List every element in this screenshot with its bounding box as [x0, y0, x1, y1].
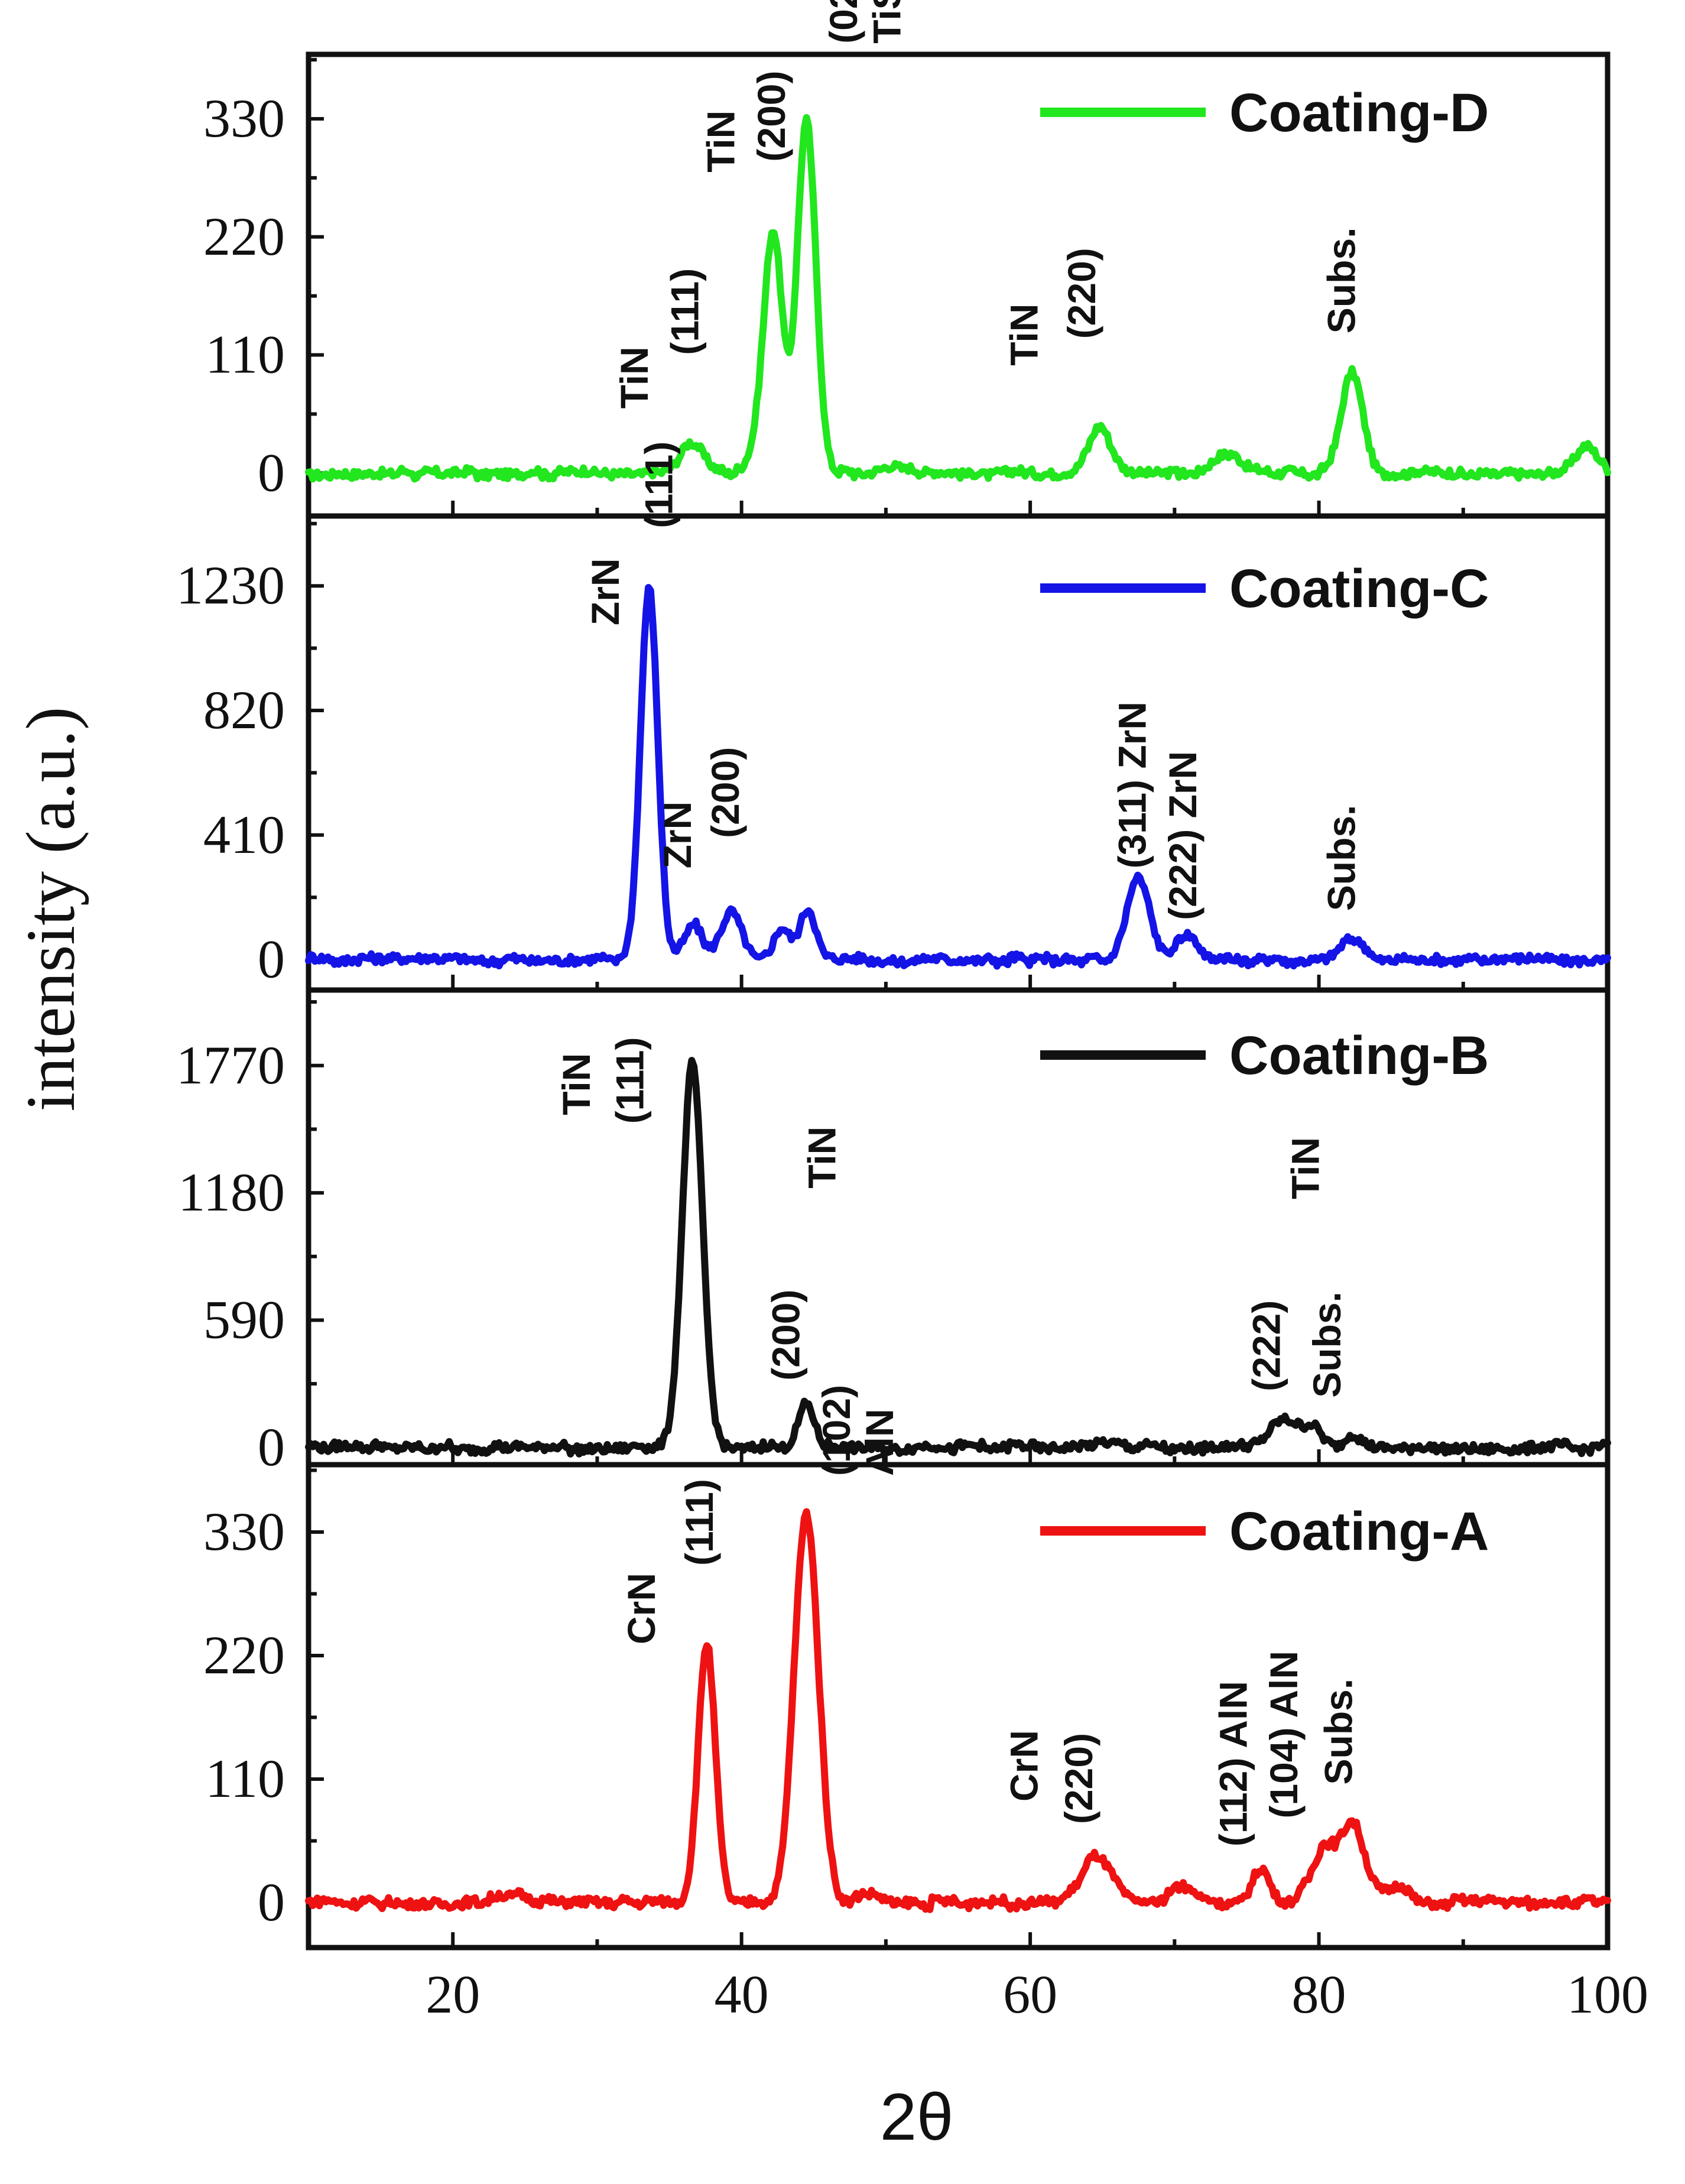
- peak-annotation: (104) AlN: [1262, 1651, 1306, 1819]
- y-tick-label: 0: [258, 442, 285, 502]
- peak-annotation: (111): [663, 268, 706, 355]
- legend-label: Coating-A: [1229, 1501, 1489, 1562]
- y-tick-label: 330: [203, 1501, 285, 1562]
- peak-annotation: TiN: [612, 346, 656, 408]
- peak-annotation: ZrN: [655, 801, 699, 869]
- legend-label: Coating-D: [1229, 83, 1489, 143]
- x-tick-label: 60: [1003, 1964, 1057, 2024]
- peak-annotation: Subs.: [1320, 805, 1363, 911]
- peak-annotation: (112) AlN: [1211, 1681, 1255, 1846]
- legend-label: Coating-B: [1229, 1026, 1489, 1086]
- peak-annotation: (220): [1060, 248, 1103, 339]
- peak-annotation: (111): [608, 1037, 652, 1124]
- peak-annotation: TiN: [699, 111, 743, 173]
- peak-annotation: (200): [703, 747, 747, 838]
- y-tick-label: 1180: [178, 1162, 285, 1222]
- y-tick-label: 330: [203, 88, 285, 148]
- peak-annotation: (222) ZrN: [1161, 751, 1205, 920]
- x-tick-label: 40: [715, 1964, 769, 2024]
- x-axis: 20 40 60 80 100: [426, 1964, 1648, 2024]
- y-tick-label: 410: [203, 804, 285, 865]
- peak-annotation: (222): [1245, 1300, 1288, 1391]
- peak-annotation: Subs.: [1317, 1679, 1361, 1785]
- peak-annotation: (022): [822, 0, 865, 44]
- peak-annotation: (200): [764, 1290, 807, 1381]
- series-line-coating-a: [305, 1508, 1611, 1913]
- y-tick-label: 1230: [176, 555, 285, 615]
- peak-annotation: (102): [814, 1385, 858, 1476]
- peak-annotation: (311) ZrN: [1111, 702, 1154, 868]
- y-tick-label: 820: [203, 680, 285, 740]
- x-tick-label: 100: [1567, 1964, 1648, 2024]
- x-tick-label: 80: [1292, 1964, 1346, 2024]
- peak-annotation: Subs.: [1320, 227, 1363, 333]
- x-axis-title: 2θ: [880, 2080, 954, 2154]
- series-line-coating-b: [305, 1057, 1611, 1458]
- series-line-coating-c: [305, 584, 1611, 970]
- peak-annotation: CrN: [1002, 1730, 1046, 1802]
- legend-label: Coating-C: [1229, 559, 1489, 619]
- y-tick-label: 110: [205, 1748, 285, 1809]
- peak-annotation: Subs.: [1305, 1291, 1349, 1398]
- peak-annotation: ZrN: [583, 558, 627, 625]
- peak-annotation: AlN: [858, 1409, 901, 1476]
- panels-group: 0110220330Coating-DTiN(111)TiN(200)(022)…: [176, 0, 1611, 1951]
- y-tick-label: 0: [258, 1872, 285, 1932]
- peak-annotation: TiN: [1002, 304, 1046, 366]
- peak-annotation: (220): [1057, 1733, 1100, 1824]
- series-line-coating-d: [305, 114, 1611, 483]
- y-axis-title: intensity (a.u.): [12, 707, 89, 1112]
- y-tick-label: 110: [205, 324, 285, 385]
- peak-annotation: TiN: [800, 1127, 843, 1189]
- y-tick-label: 220: [203, 1625, 285, 1685]
- peak-annotation: (200): [749, 71, 793, 162]
- peak-annotation: TiSi2: [865, 0, 915, 44]
- peak-annotation: (111): [637, 442, 680, 528]
- peak-annotation: TiN: [554, 1053, 598, 1115]
- panel-coating-d: 0110220330Coating-DTiN(111)TiN(200)(022)…: [203, 0, 1611, 519]
- y-tick-label: 590: [203, 1289, 285, 1349]
- y-tick-label: 0: [258, 1417, 285, 1477]
- y-tick-label: 220: [203, 206, 285, 267]
- y-tick-label: 0: [258, 929, 285, 989]
- peak-annotation: TiN: [1284, 1137, 1327, 1199]
- panel-frame: [306, 1462, 1611, 1951]
- peak-annotation: CrN: [619, 1573, 663, 1644]
- x-tick-label: 20: [426, 1964, 480, 2024]
- peak-annotation: (111): [677, 1479, 721, 1566]
- y-tick-label: 1770: [176, 1035, 285, 1095]
